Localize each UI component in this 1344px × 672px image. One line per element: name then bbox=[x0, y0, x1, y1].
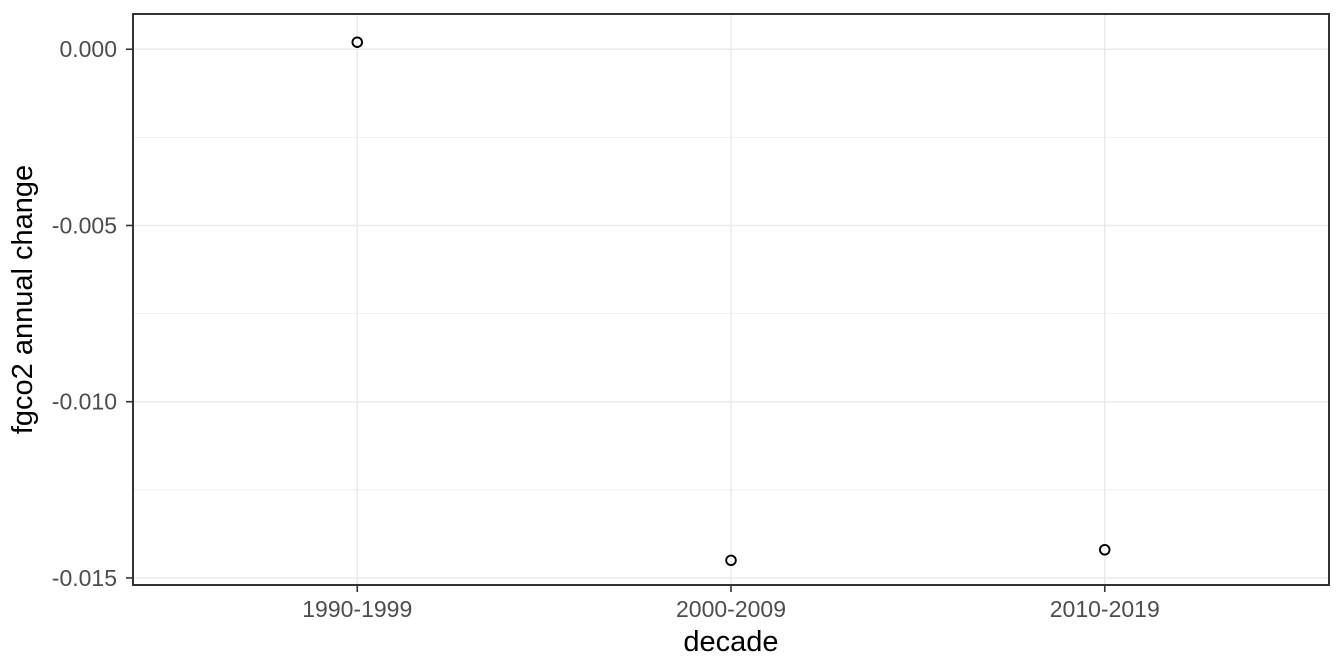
x-tick-label: 2010-2019 bbox=[1050, 596, 1160, 622]
y-tick-label: -0.010 bbox=[52, 389, 117, 415]
y-tick-label: -0.015 bbox=[52, 565, 117, 591]
data-point bbox=[351, 36, 364, 48]
x-tick-label: 1990-1999 bbox=[302, 596, 412, 622]
x-axis-title: decade bbox=[683, 626, 779, 658]
x-tick-label: 2000-2009 bbox=[676, 596, 786, 622]
y-axis-title: fgco2 annual change bbox=[7, 164, 39, 435]
data-point bbox=[725, 554, 737, 567]
y-tick-label: 0.000 bbox=[59, 36, 117, 62]
data-point bbox=[1098, 544, 1111, 556]
y-tick-label: -0.005 bbox=[52, 212, 117, 238]
